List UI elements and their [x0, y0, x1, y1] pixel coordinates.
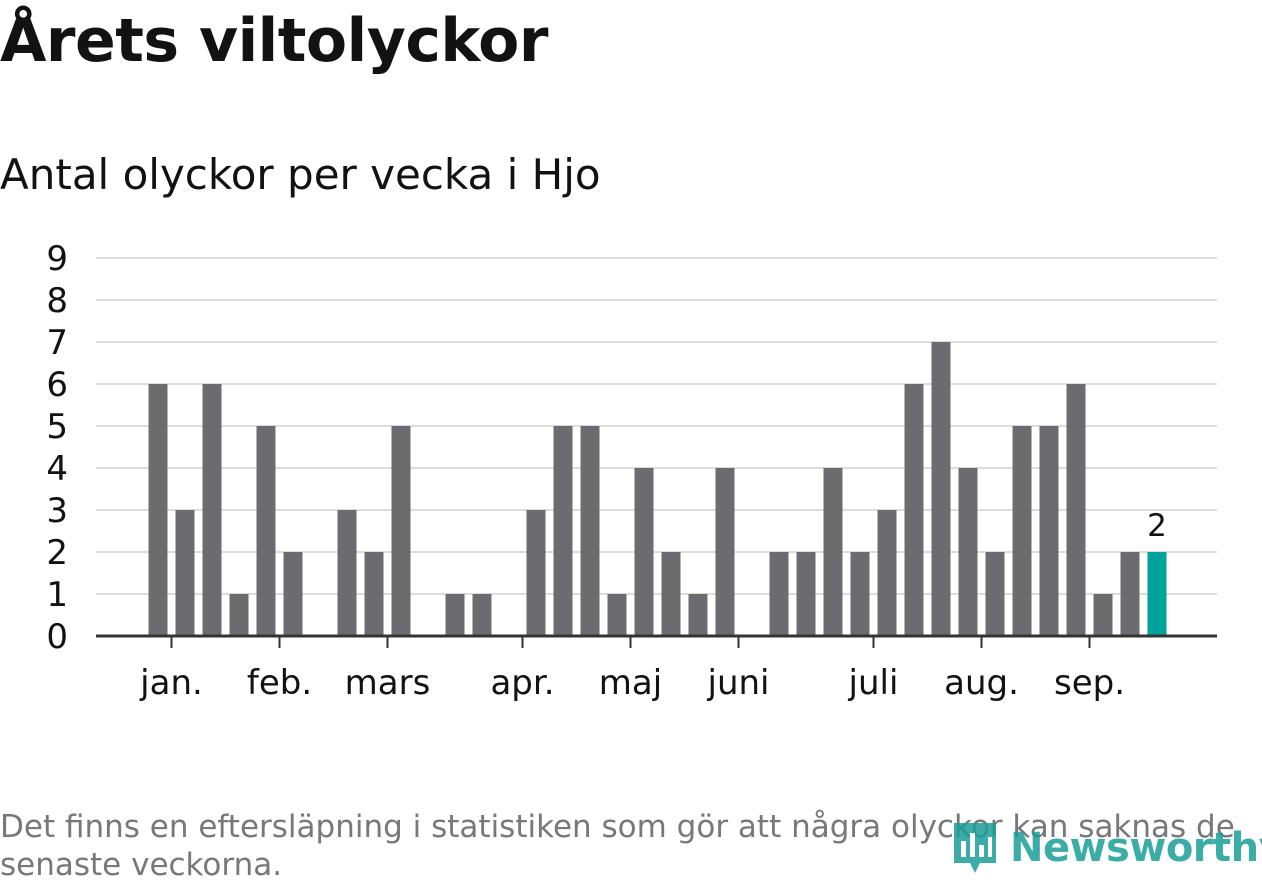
y-tick-label: 1: [46, 575, 68, 615]
x-tick-label: aug.: [944, 663, 1019, 703]
bar: [850, 552, 870, 636]
bar: [553, 426, 573, 636]
bar: [580, 426, 600, 636]
y-tick-label: 2: [46, 533, 68, 573]
bar: [526, 510, 546, 636]
x-tick-label: sep.: [1054, 663, 1125, 703]
bar: [823, 468, 843, 636]
y-tick-label: 5: [46, 407, 68, 447]
bar: [985, 552, 1005, 636]
bar: [337, 510, 357, 636]
bar: [769, 552, 789, 636]
bar: [931, 342, 951, 636]
x-tick-label: feb.: [247, 663, 312, 703]
bar: [607, 594, 627, 636]
y-tick-label: 6: [46, 365, 68, 405]
bar: [364, 552, 384, 636]
bar: [904, 384, 924, 636]
bar: [958, 468, 978, 636]
bar: [1120, 552, 1140, 636]
y-tick-label: 9: [46, 239, 68, 279]
bar: [175, 510, 195, 636]
bar: [256, 426, 276, 636]
footnote: Det finns en eftersläpning i statistiken…: [0, 809, 1235, 883]
bar: [445, 594, 465, 636]
bar: [391, 426, 411, 636]
bars: [148, 342, 1167, 636]
chart-title: Årets viltolyckor: [0, 6, 549, 76]
highlight-bar: [1147, 552, 1167, 636]
y-tick-label: 3: [46, 491, 68, 531]
bar: [1066, 384, 1086, 636]
bar: [1039, 426, 1059, 636]
bar: [877, 510, 897, 636]
y-tick-label: 0: [46, 617, 68, 657]
bar: [796, 552, 816, 636]
bar: [1093, 594, 1113, 636]
y-tick-label: 8: [46, 281, 68, 321]
x-tick-label: apr.: [490, 663, 554, 703]
bar: [688, 594, 708, 636]
brand-name: Newsworthy: [1010, 825, 1262, 871]
bar: [661, 552, 681, 636]
y-tick-label: 4: [46, 449, 68, 489]
bar: [472, 594, 492, 636]
axes: [96, 634, 1217, 648]
bar: [202, 384, 222, 636]
bar: [283, 552, 303, 636]
x-tick-label: jan.: [139, 663, 203, 703]
brand-logo: Newsworthy: [950, 818, 1262, 878]
x-tick-label: juni: [707, 663, 770, 703]
y-tick-label: 7: [46, 323, 68, 363]
chart-subtitle: Antal olyckor per vecka i Hjo: [0, 150, 601, 199]
bar: [1012, 426, 1032, 636]
x-tick-label: maj: [599, 663, 662, 703]
x-tick-label: mars: [345, 663, 431, 703]
bar: [229, 594, 249, 636]
bar: [715, 468, 735, 636]
newsworthy-logo-icon: [954, 823, 996, 873]
x-tick-label: juli: [848, 663, 899, 703]
data-label: 2: [1147, 508, 1167, 544]
bar: [148, 384, 168, 636]
bar: [634, 468, 654, 636]
